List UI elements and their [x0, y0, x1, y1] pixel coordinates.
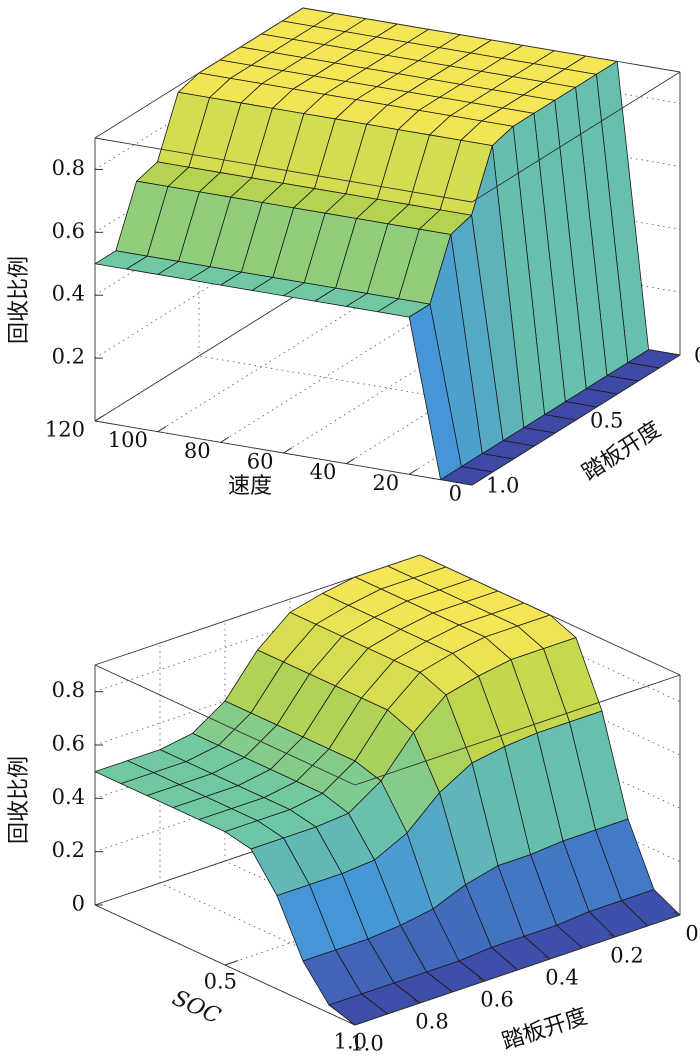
- y-tick: [478, 977, 486, 982]
- y-tick-label: 0.5: [590, 409, 623, 433]
- box-edge: [419, 554, 681, 676]
- x-axis-label: 速度: [228, 474, 272, 499]
- z-tick-label: 0.8: [52, 156, 85, 180]
- x-tick-label: 60: [247, 450, 274, 474]
- x-tick: [220, 436, 230, 443]
- box-edge: [94, 554, 421, 666]
- y-tick: [462, 482, 473, 486]
- box-edge: [94, 7, 304, 139]
- y-tick: [566, 417, 577, 421]
- z-tick-label: 0: [72, 892, 85, 916]
- box-edge: [94, 137, 473, 203]
- box-edge: [354, 674, 681, 786]
- x-tick-label: 40: [310, 460, 337, 484]
- y-tick-label: 1.0: [350, 1032, 383, 1056]
- y-axis-label: 踏板开度: [499, 1004, 590, 1055]
- z-tick-label: 0.4: [52, 282, 85, 306]
- z-tick-label: 0.6: [52, 219, 85, 243]
- y-tick-label: 0.6: [480, 988, 513, 1012]
- x-tick-label: 0.5: [204, 970, 237, 994]
- x-tick-label: 120: [45, 418, 85, 442]
- x-tick: [94, 415, 104, 422]
- x-tick-label: 1.0: [334, 1030, 367, 1054]
- y-tick-label: 0: [694, 344, 700, 368]
- y-tick-label: 0.4: [545, 966, 578, 990]
- box-edge: [302, 7, 681, 73]
- y-tick: [670, 352, 681, 356]
- x-tick-label: 80: [184, 439, 211, 463]
- x-tick: [408, 468, 418, 475]
- z-tick-label: 0.4: [52, 785, 85, 809]
- z-tick-label: 0.2: [52, 838, 85, 862]
- y-tick: [543, 955, 551, 960]
- x-tick-label: 0: [449, 482, 462, 506]
- y-tick: [348, 1021, 356, 1026]
- z-grid-line: [94, 581, 681, 703]
- x-tick: [354, 1020, 369, 1026]
- y-tick: [608, 933, 616, 938]
- y-tick: [413, 999, 421, 1004]
- x-tick: [471, 479, 481, 486]
- y-tick-label: 0: [685, 922, 698, 946]
- x-tick: [157, 426, 167, 433]
- y-tick: [673, 911, 681, 916]
- box-edge: [94, 664, 356, 786]
- x-tick-label: 100: [108, 428, 148, 452]
- z-tick-label: 0.2: [52, 345, 85, 369]
- box-edge: [354, 914, 681, 1026]
- x-tick: [346, 458, 355, 465]
- x-tick-label: 20: [372, 471, 399, 495]
- x-tick: [224, 960, 239, 966]
- x-tick: [283, 447, 293, 454]
- y-tick-label: 0.8: [415, 1010, 448, 1034]
- z-axis-label: 回收比例: [7, 256, 32, 344]
- y-tick-label: 1.0: [486, 474, 519, 498]
- z-tick-label: 0.8: [52, 678, 85, 702]
- z-axis-label: 回收比例: [7, 756, 32, 844]
- box-edge: [94, 290, 304, 422]
- y-tick-label: 0.2: [610, 944, 643, 968]
- z-tick-label: 0.6: [52, 732, 85, 756]
- box-edge: [471, 71, 681, 203]
